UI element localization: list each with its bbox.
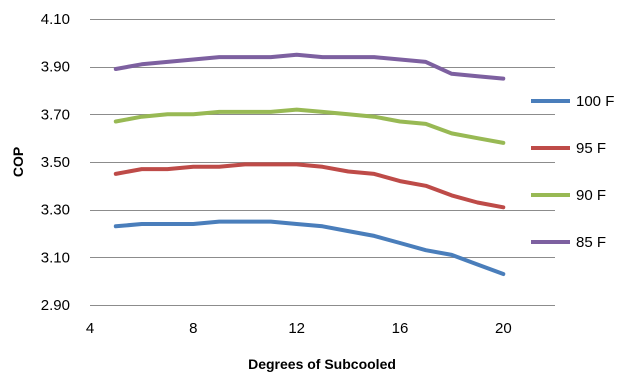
y-tick-label: 3.10 (41, 249, 70, 266)
legend-label: 95 F (576, 140, 606, 157)
series-line-85-f (113, 52, 506, 81)
legend-label: 85 F (576, 234, 606, 251)
y-tick-label: 3.50 (41, 154, 70, 171)
series-line-90-f (113, 107, 506, 145)
x-tick-label: 12 (288, 320, 305, 337)
x-tick-label: 8 (189, 320, 197, 337)
y-axis-title: COP (10, 147, 26, 177)
x-tick-label: 20 (495, 320, 512, 337)
y-tick-label: 3.90 (41, 59, 70, 76)
x-tick-labels: 4 8 12 16 20 (86, 320, 512, 337)
series-lines (113, 52, 506, 276)
series-line-95-f (113, 162, 506, 210)
y-tick-labels: 2.90 3.10 3.30 3.50 3.70 3.90 4.10 (41, 11, 70, 314)
y-tick-label: 3.70 (41, 106, 70, 123)
legend-label: 100 F (576, 93, 614, 110)
x-axis-title: Degrees of Subcooled (248, 356, 396, 372)
x-tick-label: 16 (392, 320, 409, 337)
y-tick-label: 2.90 (41, 297, 70, 314)
y-tick-label: 4.10 (41, 11, 70, 28)
series-line-100-f (113, 219, 506, 276)
legend-label: 90 F (576, 187, 606, 204)
x-tick-label: 4 (86, 320, 94, 337)
y-tick-label: 3.30 (41, 202, 70, 219)
legend: 100 F 95 F 90 F 85 F (531, 93, 614, 251)
